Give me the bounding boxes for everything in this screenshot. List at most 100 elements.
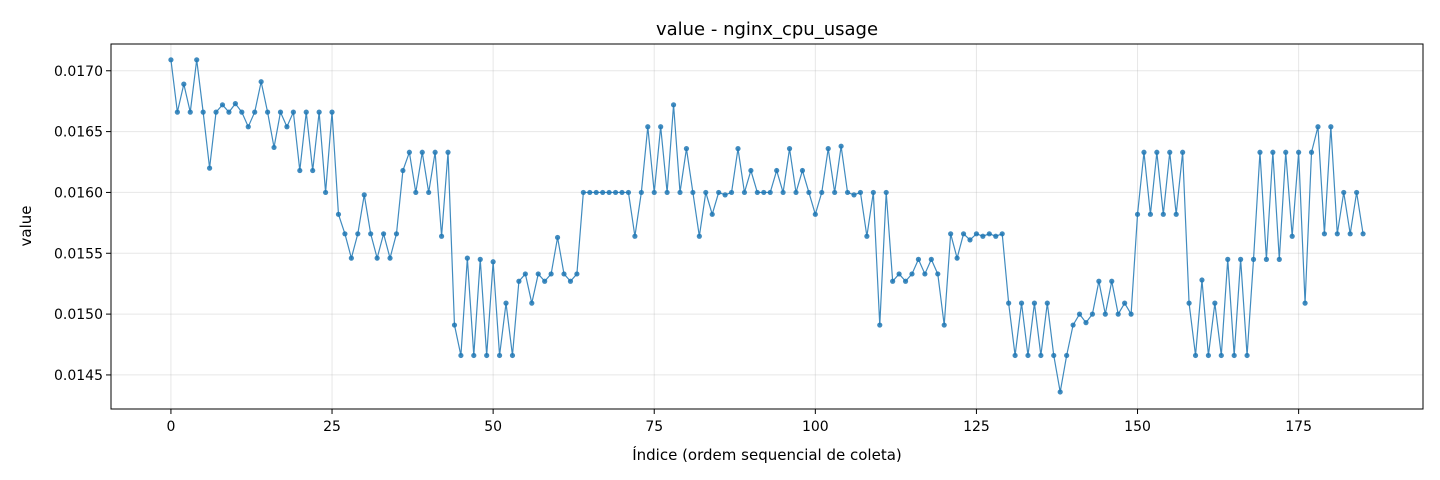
- data-point: [1347, 231, 1353, 237]
- data-point: [1025, 352, 1031, 359]
- y-tick-label: 0.0150: [54, 307, 103, 323]
- data-point: [277, 109, 284, 115]
- y-tick-label: 0.0170: [54, 64, 103, 80]
- y-tick-label: 0.0155: [54, 246, 103, 262]
- data-point: [484, 352, 490, 359]
- data-point: [877, 322, 883, 328]
- data-point: [477, 256, 483, 262]
- data-point: [1186, 300, 1192, 306]
- data-point: [902, 278, 909, 284]
- data-point: [310, 167, 316, 174]
- series-line: [170, 59, 1364, 393]
- data-point: [297, 167, 303, 174]
- data-point: [426, 189, 432, 196]
- data-point: [954, 255, 960, 261]
- data-point: [187, 109, 193, 115]
- data-point: [542, 278, 548, 284]
- data-point: [1225, 256, 1231, 262]
- data-point: [890, 278, 896, 284]
- y-axis: 0.0145 0.0150 0.0155 0.0160 0.0165 0.0170: [54, 64, 111, 384]
- data-point: [1257, 149, 1263, 155]
- data-point: [812, 211, 818, 217]
- data-point: [703, 189, 709, 196]
- data-point: [445, 149, 451, 155]
- data-point: [503, 300, 509, 306]
- data-point: [1238, 256, 1244, 262]
- x-tick-label: 50: [484, 419, 502, 435]
- data-point: [967, 237, 973, 243]
- data-point: [1276, 256, 1282, 262]
- plot-frame: [110, 43, 1424, 410]
- data-point: [909, 271, 915, 277]
- data-point: [883, 189, 889, 196]
- data-point: [709, 211, 715, 217]
- data-point: [258, 79, 264, 85]
- data-point: [174, 109, 180, 115]
- data-point: [761, 189, 767, 196]
- x-axis-label: Índice (ordem sequencial de coleta): [632, 445, 902, 464]
- data-point: [587, 189, 593, 196]
- data-point: [181, 81, 187, 87]
- data-point: [735, 146, 741, 152]
- data-point: [1315, 124, 1321, 130]
- data-point: [593, 189, 599, 196]
- data-point: [922, 271, 928, 277]
- data-point: [999, 231, 1005, 237]
- data-point: [696, 233, 702, 239]
- data-point: [612, 189, 619, 196]
- data-point: [728, 189, 735, 196]
- data-point: [722, 192, 728, 198]
- data-point: [1006, 300, 1012, 306]
- y-tick-label: 0.0160: [54, 185, 103, 201]
- data-point: [1154, 149, 1160, 155]
- data-point: [748, 167, 754, 174]
- data-point: [226, 109, 232, 115]
- data-point: [1076, 311, 1083, 317]
- data-point: [799, 167, 806, 174]
- x-tick-label: 0: [166, 419, 175, 435]
- data-point: [1263, 256, 1270, 262]
- data-point: [245, 124, 251, 130]
- data-point: [355, 231, 361, 237]
- data-point: [1102, 311, 1108, 317]
- data-point: [825, 146, 831, 152]
- data-point: [941, 322, 947, 328]
- data-point: [716, 189, 722, 196]
- data-point: [980, 233, 986, 239]
- data-point: [574, 271, 580, 277]
- data-point: [741, 189, 748, 196]
- data-point: [290, 109, 296, 115]
- data-point: [638, 189, 644, 196]
- data-point: [374, 255, 380, 261]
- data-point: [986, 231, 992, 237]
- series-layer: [168, 57, 1366, 395]
- data-point: [1057, 389, 1063, 395]
- data-point: [948, 231, 954, 237]
- data-point: [645, 124, 651, 130]
- data-point: [432, 149, 438, 155]
- data-point: [1180, 149, 1186, 155]
- y-tick-label: 0.0145: [54, 368, 103, 384]
- data-point: [1334, 231, 1340, 237]
- data-point: [406, 149, 412, 155]
- x-tick-label: 150: [1124, 419, 1151, 435]
- data-point: [232, 101, 238, 107]
- data-point: [464, 255, 470, 261]
- chart-title: value - nginx_cpu_usage: [656, 19, 878, 40]
- data-point: [329, 109, 335, 115]
- data-point: [168, 57, 174, 63]
- data-point: [1199, 277, 1205, 283]
- data-point: [1012, 352, 1018, 359]
- data-point: [368, 231, 374, 237]
- data-point: [851, 192, 857, 198]
- data-point: [496, 352, 503, 359]
- x-tick-label: 125: [963, 419, 990, 435]
- data-point: [1089, 311, 1096, 317]
- data-point: [664, 189, 670, 196]
- data-point: [213, 109, 219, 115]
- data-point: [1296, 149, 1302, 155]
- y-axis-label: value: [17, 206, 35, 247]
- data-point: [1321, 231, 1328, 237]
- data-point: [1328, 124, 1334, 130]
